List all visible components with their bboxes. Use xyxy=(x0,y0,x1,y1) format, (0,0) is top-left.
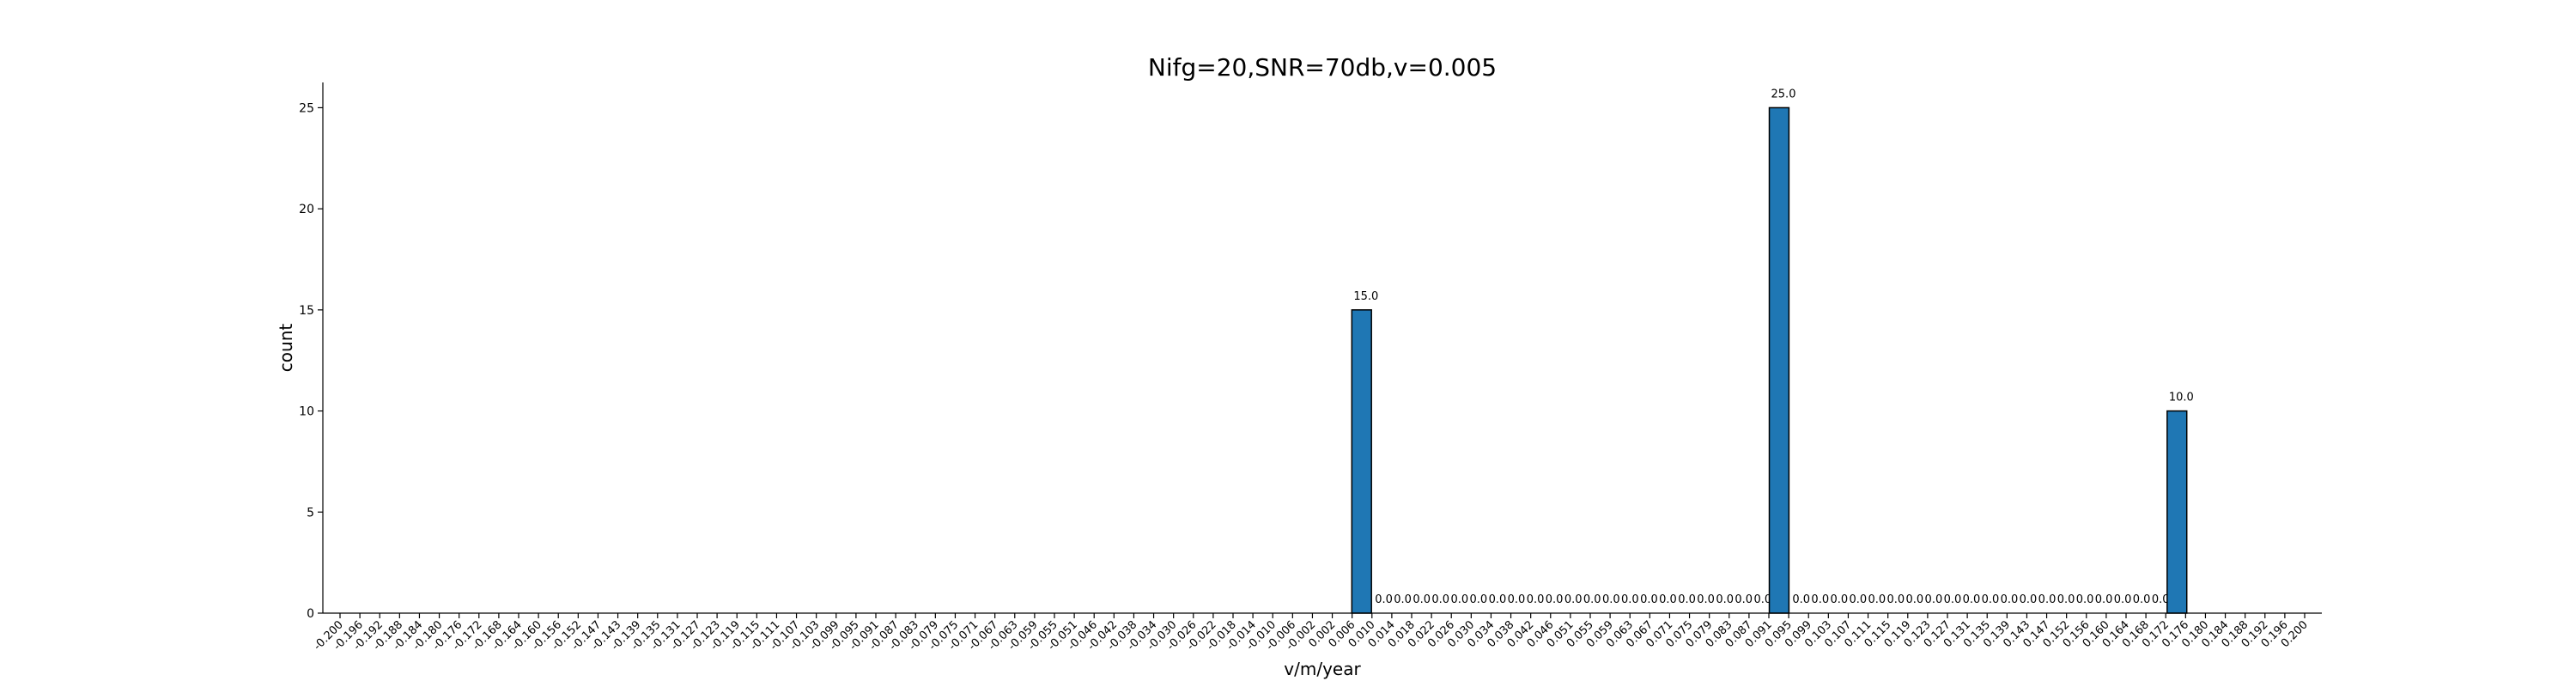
x-axis-ticks: -0.200-0.196-0.192-0.188-0.184-0.180-0.1… xyxy=(312,613,2311,653)
bar-value-label: 0.0 xyxy=(1697,593,1715,606)
bar-value-label: 0.0 xyxy=(1982,593,2000,606)
bar-value-label: 0.0 xyxy=(1583,593,1601,606)
histogram-bar xyxy=(1768,106,1790,614)
bar-value-label: 0.0 xyxy=(1489,593,1507,606)
bar-value-label: 0.0 xyxy=(1546,593,1564,606)
y-axis-ticks: 0 5 10 15 20 25 xyxy=(299,101,323,621)
bar-value-label: 0.0 xyxy=(1792,593,1810,606)
bar-value-label: 0.0 xyxy=(1811,593,1829,606)
bar-value-label: 0.0 xyxy=(1375,593,1393,606)
bar-value-label: 0.0 xyxy=(1527,593,1545,606)
bar-value-label: 0.0 xyxy=(2095,593,2113,606)
bar-value-label: 0.0 xyxy=(2076,593,2094,606)
bar-value-label: 0.0 xyxy=(1887,593,1905,606)
bar-value-label: 0.0 xyxy=(1963,593,1981,606)
y-tick-label: 20 xyxy=(299,203,314,216)
bar-value-label: 0.0 xyxy=(2038,593,2057,606)
bar-value-label: 0.0 xyxy=(1602,593,1620,606)
plot-area: 15.00.0 0.0 0.0 0.0 0.0 0.0 0.0 0.0 0.0 0.0 0.0 0.0… xyxy=(1351,88,2194,614)
bar-value-label: 0.0 xyxy=(2133,593,2151,606)
bar-value-label: 15.0 xyxy=(1353,290,1378,303)
bar-value-label: 0.0 xyxy=(1716,593,1734,606)
bar-value-label: 0.0 xyxy=(1413,593,1431,606)
chart-title: Nifg=20,SNR=70db,v=0.005 xyxy=(1148,53,1497,82)
bar-value-label: 0.0 xyxy=(1868,593,1886,606)
bar-value-label: 0.0 xyxy=(1753,593,1771,606)
bar-value-label: 0.0 xyxy=(1830,593,1848,606)
bar-value-label: 0.0 xyxy=(1470,593,1488,606)
bar-value-label: 0.0 xyxy=(2114,593,2132,606)
histogram-bar xyxy=(2166,410,2188,614)
bar-value-label: 10.0 xyxy=(2169,392,2194,404)
histogram-bar xyxy=(1351,309,1372,614)
bar-value-label: 0.0 xyxy=(2001,593,2019,606)
bar-value-label: 0.0 xyxy=(1678,593,1696,606)
bar-value-label: 0.0 xyxy=(2020,593,2038,606)
bar-value-label: 0.0 xyxy=(1508,593,1526,606)
bar-value-label: 0.0 xyxy=(1906,593,1924,606)
bar-value-label: 0.0 xyxy=(1849,593,1867,606)
bar-value-label: 0.0 xyxy=(1621,593,1639,606)
bar-value-label: 0.0 xyxy=(2057,593,2075,606)
bar-value-label: 0.0 xyxy=(1944,593,1962,606)
y-tick-label: 10 xyxy=(299,405,314,419)
y-axis-label: count xyxy=(276,324,296,373)
bar-value-label: 25.0 xyxy=(1771,88,1796,100)
y-tick-label: 15 xyxy=(299,304,314,318)
bar-value-label: 0.0 xyxy=(1925,593,1943,606)
bar-value-label: 0.0 xyxy=(1659,593,1677,606)
bar-value-label: 0.0 xyxy=(2152,593,2170,606)
bar-value-label: 0.0 xyxy=(1564,593,1583,606)
y-tick-label: 0 xyxy=(307,607,314,621)
x-axis-label: v/m/year xyxy=(1284,659,1361,679)
bar-value-label: 0.0 xyxy=(1394,593,1412,606)
y-tick-label: 25 xyxy=(299,101,314,115)
bar-value-label: 0.0 xyxy=(1735,593,1753,606)
bar-value-label: 0.0 xyxy=(1450,593,1468,606)
y-tick-label: 5 xyxy=(307,506,314,520)
bar-value-label: 0.0 xyxy=(1640,593,1658,606)
bar-value-label: 0.0 xyxy=(1431,593,1449,606)
